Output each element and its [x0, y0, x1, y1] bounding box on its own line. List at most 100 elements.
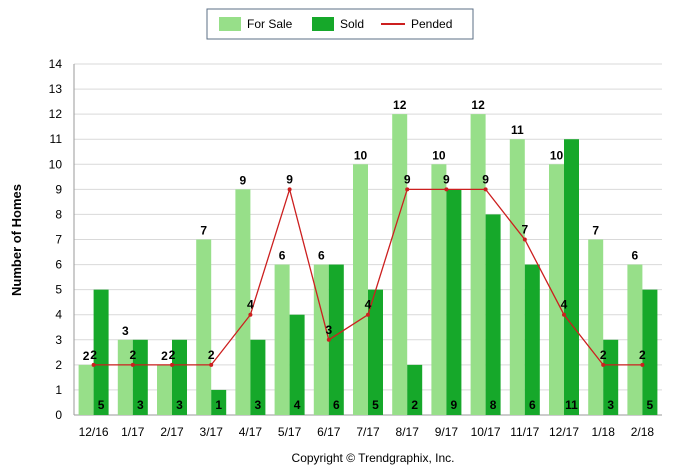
- data-label-for-sale: 7: [200, 224, 207, 238]
- data-label-for-sale: 10: [354, 148, 368, 162]
- legend-swatch-for-sale: [219, 17, 241, 31]
- bar-for-sale: [196, 239, 212, 415]
- bar-sold: [211, 389, 227, 415]
- data-label-sold: 3: [137, 398, 144, 412]
- bar-sold: [172, 339, 187, 415]
- bar-for-sale: [157, 364, 172, 415]
- x-tick-label: 8/17: [396, 425, 420, 439]
- pended-point: [640, 362, 645, 367]
- x-tick-label: 10/17: [471, 425, 501, 439]
- data-label-pended: 9: [482, 172, 489, 186]
- bar-sold: [368, 289, 383, 415]
- pended-point: [405, 187, 410, 192]
- y-tick-label: 5: [55, 283, 62, 297]
- y-tick-label: 1: [55, 383, 62, 397]
- pended-point: [562, 312, 566, 317]
- data-label-pended: 2: [90, 348, 97, 362]
- bar-for-sale: [313, 264, 329, 415]
- data-label-for-sale: 10: [550, 148, 564, 162]
- x-tick-label: 12/17: [549, 425, 579, 439]
- data-label-pended: 3: [325, 323, 332, 337]
- data-label-for-sale: 11: [511, 123, 524, 137]
- bar-for-sale: [274, 264, 290, 415]
- y-tick-label: 4: [55, 308, 62, 322]
- x-tick-label: 11/17: [510, 425, 539, 439]
- bar-sold: [328, 264, 344, 415]
- data-label-pended: 9: [286, 172, 293, 186]
- bar-for-sale: [431, 164, 447, 415]
- pended-point: [170, 362, 174, 367]
- data-label-for-sale: 6: [318, 249, 325, 263]
- bars: [78, 114, 658, 416]
- legend-swatch-sold: [312, 17, 334, 31]
- bar-for-sale: [78, 364, 94, 415]
- y-tick-label: 14: [49, 57, 63, 71]
- y-tick-label: 6: [55, 258, 62, 272]
- data-label-for-sale: 10: [432, 148, 446, 162]
- bar-for-sale: [470, 114, 486, 416]
- bar-sold: [603, 339, 619, 415]
- bar-sold: [407, 364, 423, 415]
- data-label-for-sale: 3: [122, 324, 129, 338]
- data-label-sold: 5: [98, 398, 105, 412]
- legend-label-pended: Pended: [411, 17, 452, 31]
- data-label-sold: 11: [565, 398, 578, 412]
- x-tick-label: 12/16: [79, 425, 109, 439]
- data-label-for-sale: 9: [240, 173, 247, 187]
- pended-point: [444, 187, 449, 192]
- data-label-sold: 3: [176, 398, 183, 412]
- x-tick-label: 6/17: [317, 425, 341, 439]
- bar-sold: [642, 289, 658, 415]
- pended-point: [483, 187, 488, 192]
- data-label-pended: 2: [169, 348, 176, 362]
- data-label-pended: 2: [639, 348, 646, 362]
- x-tick-label: 2/17: [160, 425, 184, 439]
- y-tick-label: 0: [55, 408, 62, 422]
- data-label-sold: 5: [647, 398, 654, 412]
- data-label-for-sale: 12: [471, 98, 485, 112]
- x-tick-label: 9/17: [435, 425, 459, 439]
- bar-sold: [524, 264, 540, 415]
- data-label-pended: 4: [247, 298, 254, 312]
- pended-point: [326, 337, 331, 342]
- legend-label-sold: Sold: [340, 17, 364, 31]
- y-tick-label: 3: [55, 333, 62, 347]
- data-label-pended: 4: [365, 298, 372, 312]
- pended-line-series: [91, 186, 645, 367]
- bar-sold: [446, 189, 462, 415]
- data-label-pended: 2: [600, 348, 607, 362]
- data-label-sold: 3: [255, 398, 262, 412]
- data-label-for-sale: 6: [632, 249, 639, 263]
- x-tick-label: 2/18: [631, 425, 655, 439]
- x-tick-label: 4/17: [239, 425, 263, 439]
- data-label-for-sale: 7: [592, 224, 599, 238]
- bar-for-sale: [509, 139, 525, 415]
- bar-sold: [564, 139, 579, 415]
- x-tick-label: 7/17: [356, 425, 380, 439]
- pended-point: [522, 237, 527, 242]
- bar-for-sale: [353, 164, 368, 415]
- bar-sold: [485, 214, 501, 415]
- data-label-for-sale: 2: [83, 349, 90, 363]
- bar-for-sale: [627, 264, 643, 415]
- bar-for-sale: [235, 189, 251, 415]
- pended-point: [209, 362, 214, 367]
- pended-point: [130, 362, 135, 367]
- pended-point: [248, 312, 253, 317]
- data-label-sold: 6: [333, 398, 340, 412]
- data-label-sold: 4: [294, 398, 301, 412]
- bar-sold: [132, 339, 148, 415]
- data-label-pended: 4: [561, 298, 568, 312]
- data-label-pended: 9: [404, 172, 411, 186]
- data-label-for-sale: 6: [279, 249, 286, 263]
- y-tick-label: 7: [55, 233, 62, 247]
- x-tick-label: 3/17: [200, 425, 224, 439]
- pended-point: [287, 187, 292, 192]
- bar-for-sale: [588, 239, 604, 415]
- legend: For Sale Sold Pended: [206, 8, 474, 40]
- y-tick-label: 2: [55, 358, 62, 372]
- y-tick-label: 13: [49, 82, 63, 96]
